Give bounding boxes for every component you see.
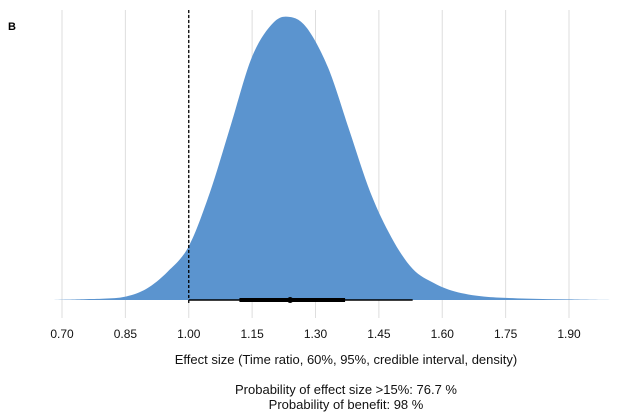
- density-layer: [49, 16, 612, 301]
- density-area: [49, 16, 612, 301]
- x-tick-label: 1.30: [304, 327, 328, 341]
- x-tick-label: 1.75: [494, 327, 518, 341]
- x-tick-labels: 0.70 0.85 1.00 1.15 1.30 1.45 1.60 1.75 1.90: [50, 327, 581, 341]
- interval-layer: [188, 297, 413, 303]
- point-estimate-dot: [287, 297, 294, 303]
- x-tick-label: 1.60: [431, 327, 455, 341]
- x-tick-label: 1.90: [557, 327, 581, 341]
- probability-effect-caption: Probability of effect size >15%: 76.7 %: [235, 382, 457, 397]
- x-tick-label: 1.45: [367, 327, 391, 341]
- x-tick-label: 1.15: [240, 327, 264, 341]
- x-axis-title: Effect size (Time ratio, 60%, 95%, credi…: [175, 352, 517, 367]
- x-tick-label: 0.70: [50, 327, 74, 341]
- x-tick-label: 1.00: [177, 327, 201, 341]
- x-tick-label: 0.85: [114, 327, 138, 341]
- panel-label: B: [8, 21, 16, 33]
- probability-benefit-caption: Probability of benefit: 98 %: [269, 397, 424, 412]
